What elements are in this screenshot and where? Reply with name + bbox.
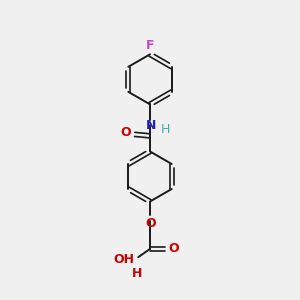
Text: O: O: [169, 242, 179, 255]
Text: N: N: [146, 119, 156, 132]
Text: H: H: [160, 123, 170, 136]
Text: O: O: [145, 217, 156, 230]
Text: OH: OH: [113, 253, 134, 266]
Text: O: O: [120, 126, 130, 140]
Text: F: F: [146, 39, 154, 52]
Text: H: H: [132, 267, 142, 280]
